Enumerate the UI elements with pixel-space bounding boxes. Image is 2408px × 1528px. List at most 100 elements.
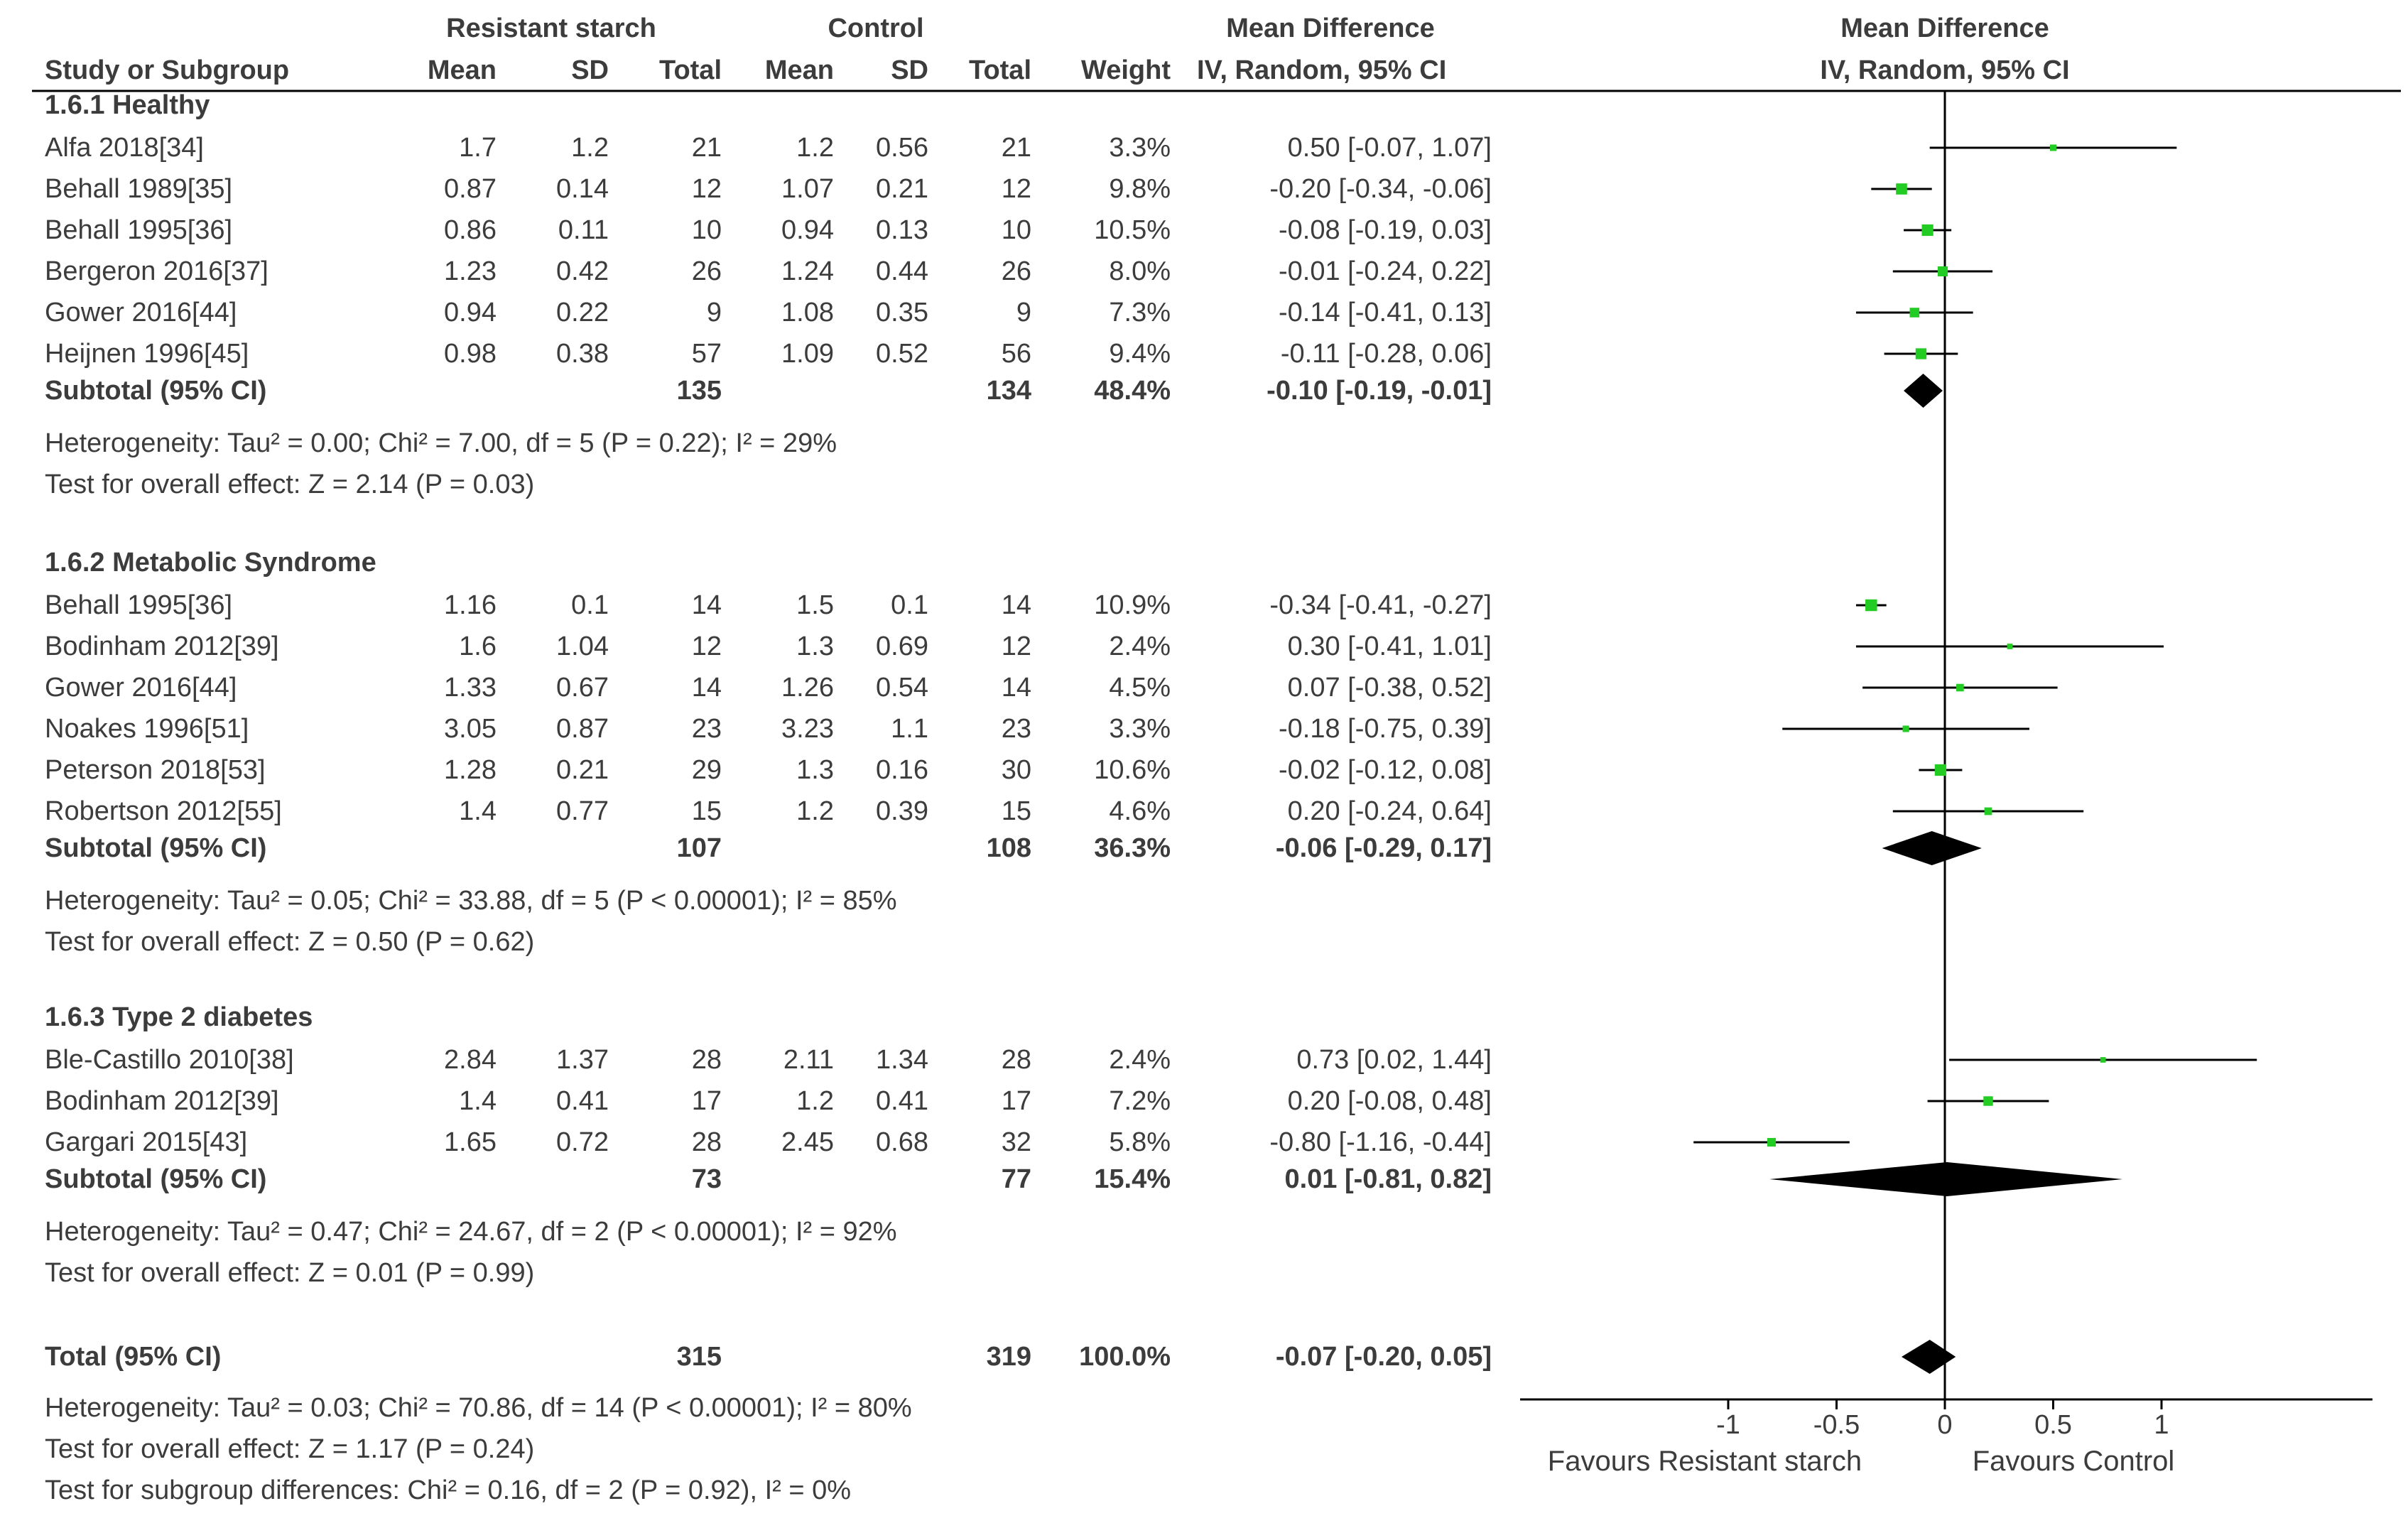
col-total1: Total xyxy=(659,55,722,85)
cell-ci: 0.20 [-0.24, 0.64] xyxy=(1288,796,1492,826)
cell-total1: 26 xyxy=(692,256,722,286)
cell-total2: 12 xyxy=(1002,174,1031,204)
col-md-sub: IV, Random, 95% CI xyxy=(1197,55,1446,85)
cell-ci: 0.73 [0.02, 1.44] xyxy=(1296,1045,1492,1075)
table-rows: 1.6.1 Healthy Alfa 2018[34] 1.7 1.2 21 1.2 0.5… xyxy=(45,90,1492,1505)
total-ci: -0.07 [-0.20, 0.05] xyxy=(1276,1342,1492,1372)
cell-total2: 12 xyxy=(1002,632,1031,661)
effect-marker xyxy=(1984,807,1992,816)
cell-sd1: 0.1 xyxy=(571,590,609,620)
cell-weight: 9.8% xyxy=(1109,174,1171,204)
cell-total2: 10 xyxy=(1002,215,1031,245)
study-name: Gargari 2015[43] xyxy=(45,1127,247,1157)
cell-mean1: 1.23 xyxy=(444,256,497,286)
cell-sd2: 1.34 xyxy=(876,1045,928,1075)
subtotal-total1: 135 xyxy=(677,376,722,406)
cell-weight: 2.4% xyxy=(1109,632,1171,661)
cell-total1: 29 xyxy=(692,755,722,785)
cell-total1: 17 xyxy=(692,1086,722,1116)
heterogeneity-text: Heterogeneity: Tau² = 0.00; Chi² = 7.00,… xyxy=(45,428,837,458)
col-study: Study or Subgroup xyxy=(45,55,289,85)
cell-mean1: 2.84 xyxy=(444,1045,497,1075)
cell-sd2: 0.54 xyxy=(876,673,928,703)
cell-sd1: 0.38 xyxy=(556,339,609,369)
x-tick-label: -0.5 xyxy=(1813,1410,1860,1440)
cell-mean1: 0.94 xyxy=(444,298,497,327)
cell-sd1: 1.04 xyxy=(556,632,609,661)
x-tick-label: 0 xyxy=(1937,1410,1952,1440)
col-weight: Weight xyxy=(1081,55,1171,85)
col-sd2: SD xyxy=(891,55,928,85)
cell-weight: 4.6% xyxy=(1109,796,1171,826)
cell-mean2: 1.24 xyxy=(781,256,834,286)
effect-marker xyxy=(1896,183,1907,195)
study-name: Peterson 2018[53] xyxy=(45,755,266,785)
total-diamond xyxy=(1902,1340,1956,1374)
subtotal-label: Subtotal (95% CI) xyxy=(45,833,266,863)
cell-weight: 3.3% xyxy=(1109,714,1171,744)
cell-mean2: 1.2 xyxy=(796,133,834,163)
cell-ci: -0.20 [-0.34, -0.06] xyxy=(1269,174,1492,204)
favours-right-label: Favours Control xyxy=(1973,1446,2175,1477)
cell-sd1: 0.67 xyxy=(556,673,609,703)
subtotal-label: Subtotal (95% CI) xyxy=(45,376,266,406)
study-name: Bodinham 2012[39] xyxy=(45,1086,279,1116)
heterogeneity-text: Heterogeneity: Tau² = 0.47; Chi² = 24.67… xyxy=(45,1217,897,1247)
x-tick-label: 0.5 xyxy=(2034,1410,2072,1440)
cell-total2: 28 xyxy=(1002,1045,1031,1075)
cell-mean2: 1.2 xyxy=(796,1086,834,1116)
cell-mean1: 1.16 xyxy=(444,590,497,620)
col-total2: Total xyxy=(969,55,1031,85)
subgroup-title: 1.6.1 Healthy xyxy=(45,90,210,120)
cell-weight: 8.0% xyxy=(1109,256,1171,286)
subtotal-total2: 108 xyxy=(987,833,1031,863)
cell-total1: 12 xyxy=(692,174,722,204)
study-name: Gower 2016[44] xyxy=(45,298,237,327)
effect-marker xyxy=(1865,599,1877,612)
x-tick-label: 1 xyxy=(2154,1410,2169,1440)
subtotal-ci: -0.06 [-0.29, 0.17] xyxy=(1276,833,1492,863)
cell-mean2: 0.94 xyxy=(781,215,834,245)
cell-total2: 21 xyxy=(1002,133,1031,163)
cell-weight: 7.3% xyxy=(1109,298,1171,327)
subgroup-title: 1.6.3 Type 2 diabetes xyxy=(45,1002,313,1032)
cell-mean2: 2.11 xyxy=(783,1045,834,1075)
cell-sd1: 0.72 xyxy=(556,1127,609,1157)
cell-total1: 14 xyxy=(692,590,722,620)
cell-mean2: 1.2 xyxy=(796,796,834,826)
subtotal-ci: -0.10 [-0.19, -0.01] xyxy=(1267,376,1492,406)
subtotal-diamond xyxy=(1904,374,1943,408)
study-name: Heijnen 1996[45] xyxy=(45,339,249,369)
cell-mean2: 1.26 xyxy=(781,673,834,703)
cell-mean1: 1.7 xyxy=(459,133,497,163)
cell-mean2: 3.23 xyxy=(781,714,834,744)
effect-marker xyxy=(1909,308,1920,318)
cell-sd1: 0.87 xyxy=(556,714,609,744)
subgroup-title: 1.6.2 Metabolic Syndrome xyxy=(45,548,376,578)
cell-sd2: 1.1 xyxy=(891,714,928,744)
effect-marker xyxy=(2049,144,2057,151)
subtotal-total1: 107 xyxy=(677,833,722,863)
cell-total1: 23 xyxy=(692,714,722,744)
cell-mean2: 1.3 xyxy=(796,755,834,785)
cell-sd2: 0.41 xyxy=(876,1086,928,1116)
subtotal-label: Subtotal (95% CI) xyxy=(45,1164,266,1194)
cell-sd1: 0.22 xyxy=(556,298,609,327)
cell-weight: 7.2% xyxy=(1109,1086,1171,1116)
cell-mean2: 1.07 xyxy=(781,174,834,204)
cell-total1: 10 xyxy=(692,215,722,245)
study-name: Bodinham 2012[39] xyxy=(45,632,279,661)
cell-total2: 14 xyxy=(1002,673,1031,703)
cell-total2: 17 xyxy=(1002,1086,1031,1116)
cell-sd2: 0.52 xyxy=(876,339,928,369)
cell-weight: 10.5% xyxy=(1094,215,1171,245)
forest-plot-area: -1 -0.5 0 0.5 1 Favours Resistant starch Favou… xyxy=(1520,91,2372,1477)
effect-marker xyxy=(1902,725,1909,732)
effect-marker xyxy=(2007,644,2013,649)
cell-total1: 12 xyxy=(692,632,722,661)
cell-total1: 15 xyxy=(692,796,722,826)
cell-sd2: 0.69 xyxy=(876,632,928,661)
cell-total2: 14 xyxy=(1002,590,1031,620)
cell-total1: 57 xyxy=(692,339,722,369)
cell-weight: 5.8% xyxy=(1109,1127,1171,1157)
